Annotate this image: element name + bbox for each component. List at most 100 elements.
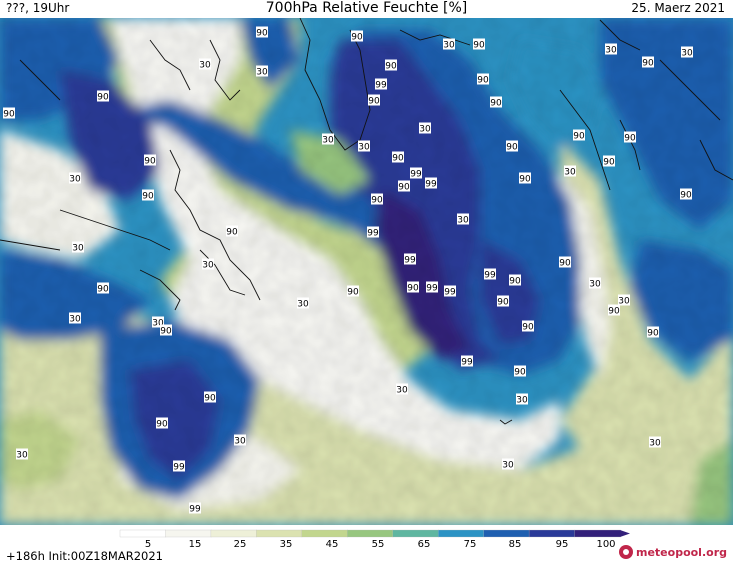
contour-label: 30 [419, 122, 431, 135]
contour-label-text: 30 [419, 125, 431, 135]
contour-label-text: 90 [97, 285, 109, 295]
contour-label: 90 [368, 94, 380, 107]
contour-label-text: 90 [385, 62, 397, 72]
contour-label-text: 30 [457, 216, 469, 226]
contour-label-text: 90 [608, 307, 620, 317]
contour-label-text: 99 [404, 256, 416, 266]
contour-label: 30 [502, 458, 514, 471]
contour-label-text: 30 [199, 61, 211, 71]
contour-label: 30 [234, 434, 246, 447]
contour-label-text: 90 [368, 97, 380, 107]
contour-label-text: 30 [618, 297, 630, 307]
contour-label: 90 [509, 274, 521, 287]
contour-label-text: 30 [649, 439, 661, 449]
colorbar-tick-label: 75 [463, 539, 477, 550]
contour-label: 99 [484, 268, 496, 281]
contour-label-text: 90 [490, 99, 502, 109]
contour-label: 30 [69, 312, 81, 325]
contour-label-text: 30 [605, 46, 617, 56]
valid-date: 25. Maerz 2021 [631, 1, 725, 15]
contour-label-text: 90 [351, 33, 363, 43]
contour-label-text: 30 [234, 437, 246, 447]
contour-label: 99 [367, 226, 379, 239]
contour-label: 99 [173, 460, 185, 473]
contour-label: 90 [347, 285, 359, 298]
contour-label-text: 90 [509, 277, 521, 287]
colorbar-segment [574, 529, 621, 538]
contour-label-text: 90 [226, 228, 238, 238]
contour-label: 99 [404, 253, 416, 266]
colorbar-tick-label: 15 [188, 539, 202, 550]
colorbar-tick-label: 95 [555, 539, 569, 550]
contour-label: 90 [142, 189, 154, 202]
contour-label-text: 90 [519, 175, 531, 185]
contour-label: 30 [69, 172, 81, 185]
contour-label-text: 30 [69, 175, 81, 185]
colorbar-tick-label: 85 [508, 539, 522, 550]
contour-label: 90 [160, 324, 172, 337]
contour-label: 30 [443, 38, 455, 51]
contour-label-text: 90 [680, 191, 692, 201]
contour-label: 90 [351, 30, 363, 43]
contour-label-text: 99 [461, 358, 473, 368]
contour-label-text: 30 [589, 280, 601, 290]
colorbar-tick-label: 45 [325, 539, 339, 550]
contour-label-text: 99 [484, 271, 496, 281]
contour-label: 30 [72, 241, 84, 254]
contour-label-text: 99 [375, 81, 387, 91]
contour-label: 30 [564, 165, 576, 178]
contour-label-text: 90 [514, 368, 526, 378]
contour-label-text: 90 [392, 154, 404, 164]
colorbar-segment [210, 529, 258, 538]
colorbar [119, 529, 630, 538]
contour-labels: 90 90 30 90 30 30 90 30 30 90 90 99 90 90 90 90 30 90 90 30… [3, 26, 693, 515]
contour-label: 90 [256, 26, 268, 39]
contour-label: 30 [605, 43, 617, 56]
contour-label-text: 90 [3, 110, 15, 120]
contour-label: 30 [396, 383, 408, 396]
contour-label: 30 [516, 393, 528, 406]
colorbar-tick-label: 35 [279, 539, 293, 550]
colorbar-tick-label: 55 [371, 539, 385, 550]
contour-label-text: 30 [681, 49, 693, 59]
contour-label-text: 90 [506, 143, 518, 153]
contour-label-text: 30 [443, 41, 455, 51]
colorbar-arrow [620, 530, 630, 537]
contour-label: 30 [457, 213, 469, 226]
contour-label-text: 90 [573, 132, 585, 142]
contour-label: 90 [3, 107, 15, 120]
colorbar-segment [301, 529, 348, 538]
contour-label: 90 [156, 417, 168, 430]
contour-label: 90 [97, 282, 109, 295]
contour-label-text: 99 [189, 505, 201, 515]
contour-label: 90 [97, 90, 109, 103]
contour-label: 99 [410, 167, 422, 180]
contour-label: 99 [375, 78, 387, 91]
contour-label: 90 [398, 180, 410, 193]
contour-label-text: 90 [156, 420, 168, 430]
contour-label-text: 90 [522, 323, 534, 333]
contour-label: 30 [649, 436, 661, 449]
contour-label: 90 [514, 365, 526, 378]
meteopool-logo[interactable]: meteopool.org [619, 545, 727, 559]
map-title: 700hPa Relative Feuchte [%] [265, 0, 468, 16]
contour-label-text: 99 [367, 229, 379, 239]
contour-label: 99 [189, 502, 201, 515]
contour-label-text: 30 [516, 396, 528, 406]
contour-label: 30 [358, 140, 370, 153]
contour-label: 90 [573, 129, 585, 142]
contour-label: 90 [392, 151, 404, 164]
contour-label: 90 [226, 225, 238, 238]
contour-label-text: 90 [642, 59, 654, 69]
contour-label: 90 [603, 155, 615, 168]
contour-label-text: 90 [603, 158, 615, 168]
contour-label: 90 [559, 256, 571, 269]
contour-label-text: 99 [444, 288, 456, 298]
contour-label-text: 30 [502, 461, 514, 471]
colorbar-segment [528, 529, 576, 538]
colorbar-tick-label: 100 [596, 539, 616, 550]
contour-label-text: 90 [559, 259, 571, 269]
contour-label: 30 [256, 65, 268, 78]
contour-label: 99 [426, 281, 438, 294]
contour-label: 30 [618, 294, 630, 307]
